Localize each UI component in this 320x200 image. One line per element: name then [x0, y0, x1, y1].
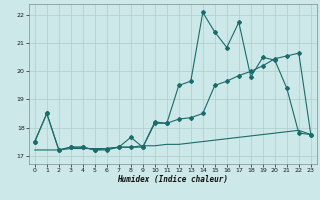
X-axis label: Humidex (Indice chaleur): Humidex (Indice chaleur): [117, 175, 228, 184]
